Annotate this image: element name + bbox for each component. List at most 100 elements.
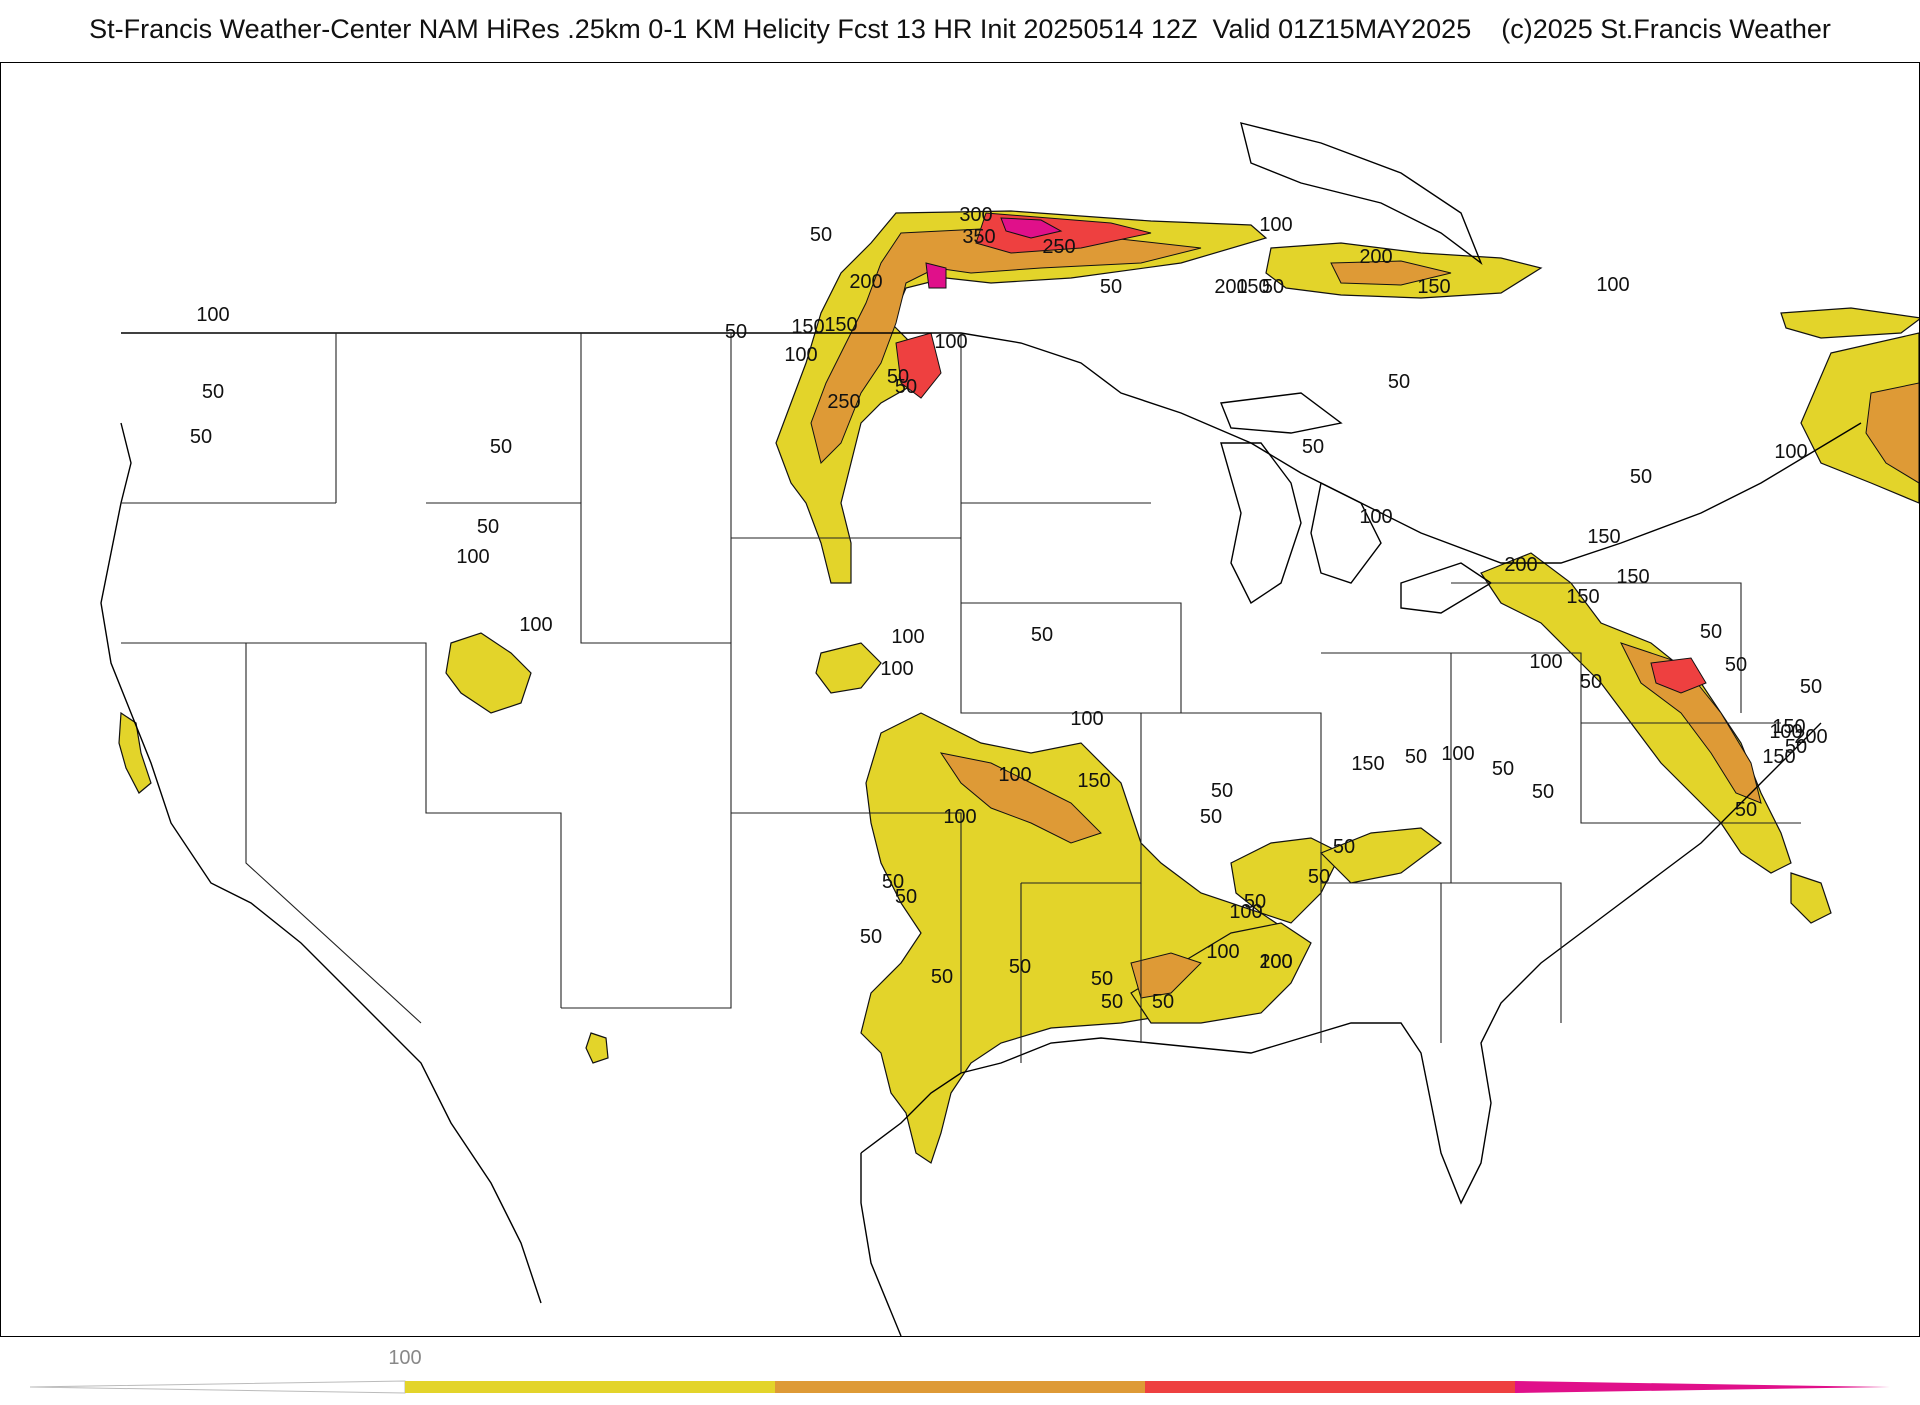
helicity-area-baja — [585, 1032, 609, 1064]
contour-label: 50 — [1388, 371, 1410, 393]
contour-label: 50 — [895, 886, 917, 908]
contour-label: 50 — [725, 321, 747, 343]
contour-label: 150 — [824, 314, 857, 336]
helicity-area-southern-plains — [860, 712, 1292, 1164]
contour-label: 50 — [882, 871, 904, 893]
state-lines — [121, 333, 1801, 1073]
contour-label: 100 — [1596, 274, 1629, 296]
contour-label: 50 — [931, 966, 953, 988]
legend-lower-arrow — [29, 1380, 406, 1394]
helicity-map: 300 350 250 200 150 100 50 100 150 200 50 50 200 150 1… — [0, 62, 1920, 1337]
legend-bin-300-plus — [1515, 1381, 1890, 1393]
state-line — [1320, 883, 1442, 1043]
contour-label: 100 — [1529, 651, 1562, 673]
contour-label: 50 — [190, 426, 212, 448]
contour-label: 200 — [1794, 726, 1827, 748]
contour-label: 50 — [1211, 780, 1233, 802]
contour-label: 50 — [1244, 891, 1266, 913]
helicity-area-california — [118, 711, 152, 794]
contour-label: 200 — [1259, 951, 1292, 973]
contour-label: 50 — [490, 436, 512, 458]
contour-label: 50 — [1302, 436, 1324, 458]
contour-label: 50 — [1200, 806, 1222, 828]
state-line — [961, 502, 1182, 713]
helicity-area-northeast — [1480, 552, 1792, 874]
contour-label: 50 — [810, 224, 832, 246]
contour-label: 100 — [1774, 441, 1807, 463]
state-line — [1450, 653, 1781, 883]
contour-label: 150 — [1417, 276, 1450, 298]
contour-label: 100 — [456, 546, 489, 568]
state-line — [426, 502, 732, 813]
contour-label: 100 — [943, 806, 976, 828]
state-line — [561, 812, 962, 1073]
contour-label: 50 — [1700, 621, 1722, 643]
helicity-area-kansas-core — [939, 752, 1102, 844]
contour-label: 150 — [1077, 770, 1110, 792]
contour-label: 100 — [1441, 743, 1474, 765]
us-west-coast — [100, 422, 542, 1304]
contour-label: 50 — [1580, 671, 1602, 693]
contour-label: 100 — [196, 304, 229, 326]
hudson-bay — [1240, 122, 1483, 266]
helicity-area-ontario-east — [1780, 307, 1919, 339]
mexico-coast — [860, 1153, 902, 1336]
helicity-area-colorado-front — [815, 642, 882, 694]
helicity-area-manitoba-core — [810, 227, 1202, 464]
contour-label: 50 — [1009, 956, 1031, 978]
helicity-area-magenta-core — [1000, 217, 1063, 239]
contour-label: 50 — [1308, 866, 1330, 888]
contour-label: 50 — [202, 381, 224, 403]
state-line — [121, 642, 562, 1008]
contour-label: 50 — [1333, 836, 1355, 858]
contour-label: 100 — [1769, 721, 1802, 743]
contour-label: 100 — [784, 344, 817, 366]
color-legend: 100 — [0, 1335, 1920, 1400]
legend-bin-200-300 — [1145, 1381, 1515, 1393]
contour-label: 100 — [1359, 506, 1392, 528]
contour-label: 150 — [1762, 746, 1795, 768]
contour-label: 200 — [1359, 246, 1392, 268]
contour-label: 50 — [895, 376, 917, 398]
contour-label: 200 — [1504, 554, 1537, 576]
contour-label: 300 — [959, 204, 992, 226]
helicity-area-nevada-utah — [445, 632, 532, 714]
contour-label: 100 — [891, 626, 924, 648]
contour-label: 100 — [1206, 941, 1239, 963]
contour-label: 50 — [860, 926, 882, 948]
chart-title: St-Francis Weather-Center NAM HiRes .25k… — [89, 14, 1831, 44]
contour-label: 200 — [1214, 276, 1247, 298]
contour-label: 150 — [1351, 753, 1384, 775]
contour-label: 250 — [827, 391, 860, 413]
helicity-fill-layer — [118, 210, 1919, 1164]
contour-label: 50 — [1725, 654, 1747, 676]
helicity-area-magenta-core-2 — [925, 262, 947, 289]
contour-label: 50 — [1262, 276, 1284, 298]
state-line — [245, 643, 422, 1024]
helicity-area-maritimes-core — [1865, 382, 1919, 484]
state-line — [580, 333, 961, 643]
contour-label: 50 — [1532, 781, 1554, 803]
contour-label: 100 — [1229, 901, 1262, 923]
contour-label: 50 — [1785, 736, 1807, 758]
legend-tick-label: 100 — [388, 1347, 421, 1369]
contour-label: 50 — [1100, 276, 1122, 298]
contour-label: 50 — [887, 366, 909, 388]
contour-label: 50 — [1492, 758, 1514, 780]
legend-bin-50-100 — [405, 1381, 775, 1393]
contour-label: 150 — [1236, 276, 1269, 298]
contour-label: 50 — [1152, 991, 1174, 1013]
helicity-area-quebec-core — [1330, 260, 1452, 286]
coastline-layer — [100, 122, 1862, 1336]
contour-label: 50 — [1101, 991, 1123, 1013]
state-line — [1451, 582, 1742, 713]
contour-label: 250 — [1042, 236, 1075, 258]
contour-label: 150 — [1587, 526, 1620, 548]
state-line — [121, 333, 337, 504]
contour-label: 100 — [519, 614, 552, 636]
contour-label: 50 — [1091, 968, 1113, 990]
state-line — [1020, 883, 1142, 1063]
helicity-area-arklatex — [1130, 922, 1312, 1024]
contour-label: 50 — [1031, 624, 1053, 646]
